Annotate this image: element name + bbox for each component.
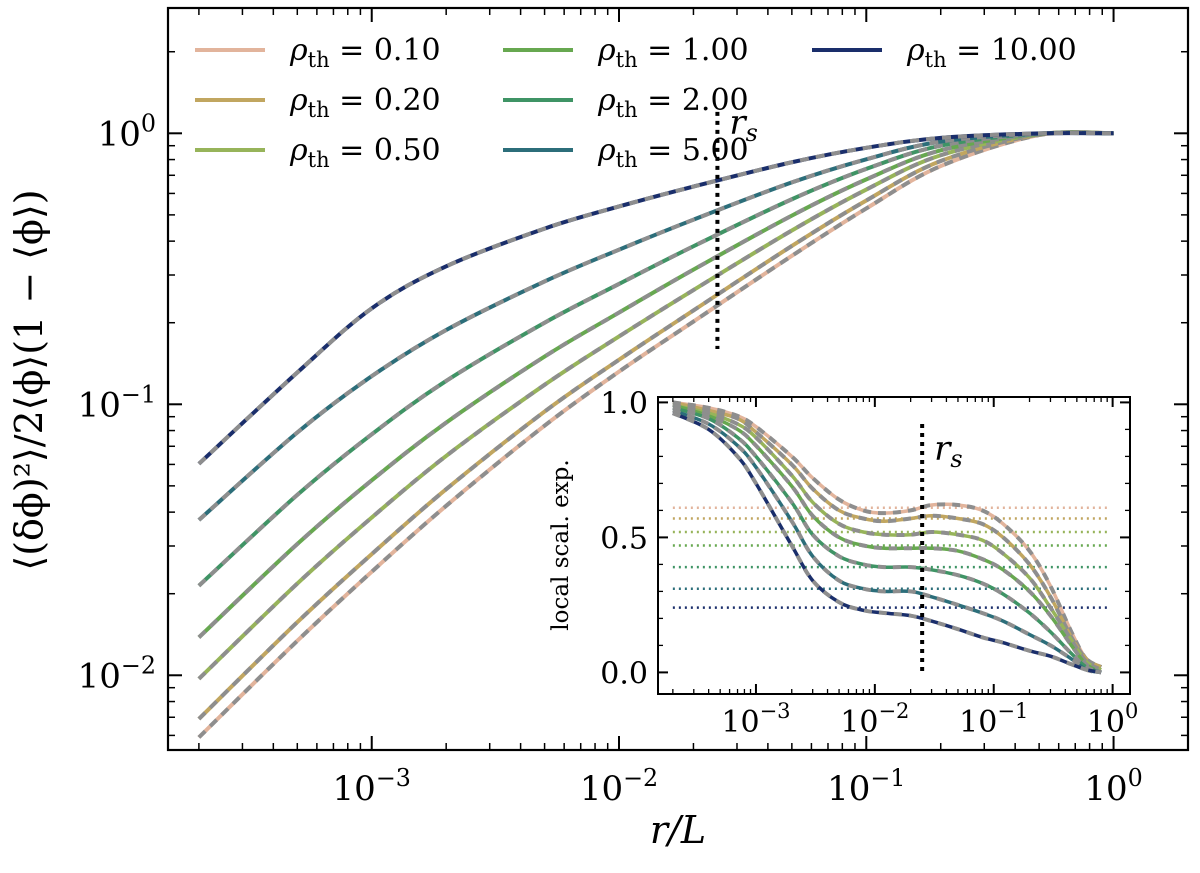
- y-axis-label-text: ⟨(δϕ)²⟩/2⟨ϕ⟩(1 − ⟨ϕ⟩): [7, 189, 51, 570]
- inset-axis-ticks: 10−3 10−2 10−1 100 0.0 0.5 1.0: [600, 386, 1138, 740]
- main-series-fit-line: [197, 130, 1114, 721]
- inset-series-fit-line: [672, 403, 1103, 672]
- inset-series-fit-line: [672, 400, 1103, 669]
- legend-label: ρth = 0.50: [289, 133, 441, 172]
- y-tick-label: 10−2: [78, 651, 156, 696]
- main-plot: rs 10−3 10−2 10−1 100 10−2 10−1 100 r/L ⟨(δϕ)²…: [7, 6, 1190, 852]
- main-series-fit-line: [197, 130, 1114, 588]
- inset-plot: rs 10−3 10−2 10−1 100 0.0 0.5 1.0 local scal. …: [548, 386, 1138, 740]
- legend-label: ρth = 0.10: [289, 33, 441, 72]
- main-series-group: [197, 130, 1114, 739]
- main-series-fit-line: [197, 130, 1114, 739]
- y-axis-label: ⟨(δϕ)²⟩/2⟨ϕ⟩(1 − ⟨ϕ⟩): [7, 189, 51, 570]
- inset-series-fit-line: [672, 408, 1102, 675]
- inset-y-axis-label-text: local scal. exp.: [548, 459, 574, 630]
- main-rs-marker: rs: [715, 103, 758, 349]
- inset-x-tick-label: 10−1: [959, 699, 1028, 740]
- x-tick-label: 10−2: [580, 764, 658, 809]
- main-series-fit-line: [197, 130, 1114, 681]
- legend-label: ρth = 2.00: [597, 83, 749, 122]
- inset-x-tick-label: 100: [1087, 699, 1139, 740]
- main-series-fit-line: [197, 130, 1114, 639]
- x-tick-label: 10−1: [827, 764, 905, 809]
- x-axis-label-text: r/L: [650, 808, 706, 852]
- inset-plot-frame: [657, 396, 1131, 695]
- legend-item: ρth = 5.00: [503, 133, 749, 172]
- x-axis-label: r/L: [650, 808, 706, 852]
- main-plot-frame: [166, 6, 1190, 752]
- inset-x-tick-label: 10−3: [721, 699, 790, 740]
- y-tick-label: 100: [98, 109, 156, 154]
- main-axis-ticks: 10−3 10−2 10−1 100 10−2 10−1 100: [78, 8, 1188, 809]
- legend-item: ρth = 0.10: [195, 33, 441, 72]
- legend: ρth = 0.10 ρth = 0.20 ρth = 0.50 ρth = 1.00…: [195, 33, 1077, 172]
- inset-series-group: [672, 400, 1103, 675]
- inset-series-fit-line: [672, 405, 1102, 675]
- inset-rs-marker: rs: [920, 424, 963, 673]
- inset-series-fit-line: [672, 400, 1103, 669]
- inset-y-tick-label: 1.0: [600, 386, 648, 421]
- legend-item: ρth = 2.00: [503, 83, 749, 122]
- legend-label: ρth = 10.00: [906, 33, 1077, 72]
- main-series-fit-line: [197, 131, 1114, 466]
- inset-rs-label: rs: [934, 429, 962, 473]
- legend-label: ρth = 0.20: [289, 83, 441, 122]
- legend-item: ρth = 1.00: [503, 33, 749, 72]
- main-rs-label: rs: [729, 103, 757, 147]
- inset-x-tick-label: 10−2: [840, 699, 909, 740]
- inset-series-fit-line: [672, 411, 1102, 675]
- inset-series-fit-line: [672, 403, 1103, 675]
- y-tick-label: 10−1: [78, 380, 156, 425]
- main-series-fit-line: [197, 130, 1114, 522]
- x-tick-label: 10−3: [333, 764, 411, 809]
- inset-y-tick-label: 0.5: [600, 521, 648, 556]
- legend-item: ρth = 0.20: [195, 83, 441, 122]
- inset-y-tick-label: 0.0: [600, 656, 648, 691]
- legend-label: ρth = 1.00: [597, 33, 749, 72]
- legend-item: ρth = 10.00: [812, 33, 1077, 72]
- legend-item: ρth = 0.50: [195, 133, 441, 172]
- x-tick-label: 100: [1084, 764, 1142, 809]
- legend-label: ρth = 5.00: [597, 133, 749, 172]
- inset-y-axis-label: local scal. exp.: [548, 459, 574, 630]
